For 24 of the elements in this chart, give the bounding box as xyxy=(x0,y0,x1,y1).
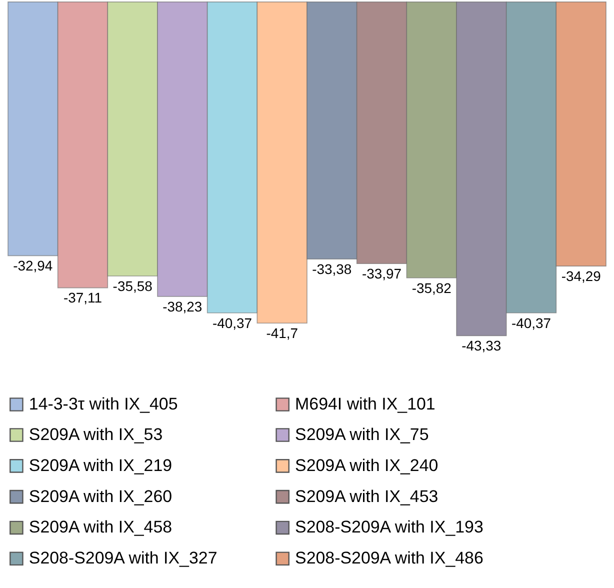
legend-label: 14-3-3τ with IX_405 xyxy=(28,394,178,414)
data-label: -32,94 xyxy=(13,258,53,274)
data-label: -43,33 xyxy=(462,338,502,354)
legend-label: S209A with IX_75 xyxy=(295,425,429,444)
data-label: -40,37 xyxy=(512,314,552,331)
data-label: -33,97 xyxy=(362,266,402,282)
legend-label: S209A with IX_260 xyxy=(28,486,172,506)
data-label: -34,29 xyxy=(561,268,602,284)
legend-label: S209A with IX_53 xyxy=(28,425,163,444)
legend-label: S209A with IX_458 xyxy=(28,518,172,537)
data-label: -35,58 xyxy=(112,278,153,294)
data-label: -38,23 xyxy=(162,298,202,314)
legend-label: S209A with IX_219 xyxy=(28,456,172,475)
data-label: -37,11 xyxy=(63,290,102,306)
data-label: -41,7 xyxy=(266,325,298,342)
data-label: -40,37 xyxy=(212,314,252,331)
data-label: -35,82 xyxy=(412,280,452,296)
legend-label: M694I with IX_101 xyxy=(295,394,436,414)
legend-label: S208-S209A with IX_486 xyxy=(295,548,484,568)
data-label: -33,38 xyxy=(312,261,352,278)
legend-label: S209A with IX_240 xyxy=(295,456,438,475)
legend-label: S208-S209A with IX_327 xyxy=(28,548,218,568)
legend-label: S209A with IX_453 xyxy=(295,486,438,506)
legend-label: S208-S209A with IX_193 xyxy=(295,518,484,537)
